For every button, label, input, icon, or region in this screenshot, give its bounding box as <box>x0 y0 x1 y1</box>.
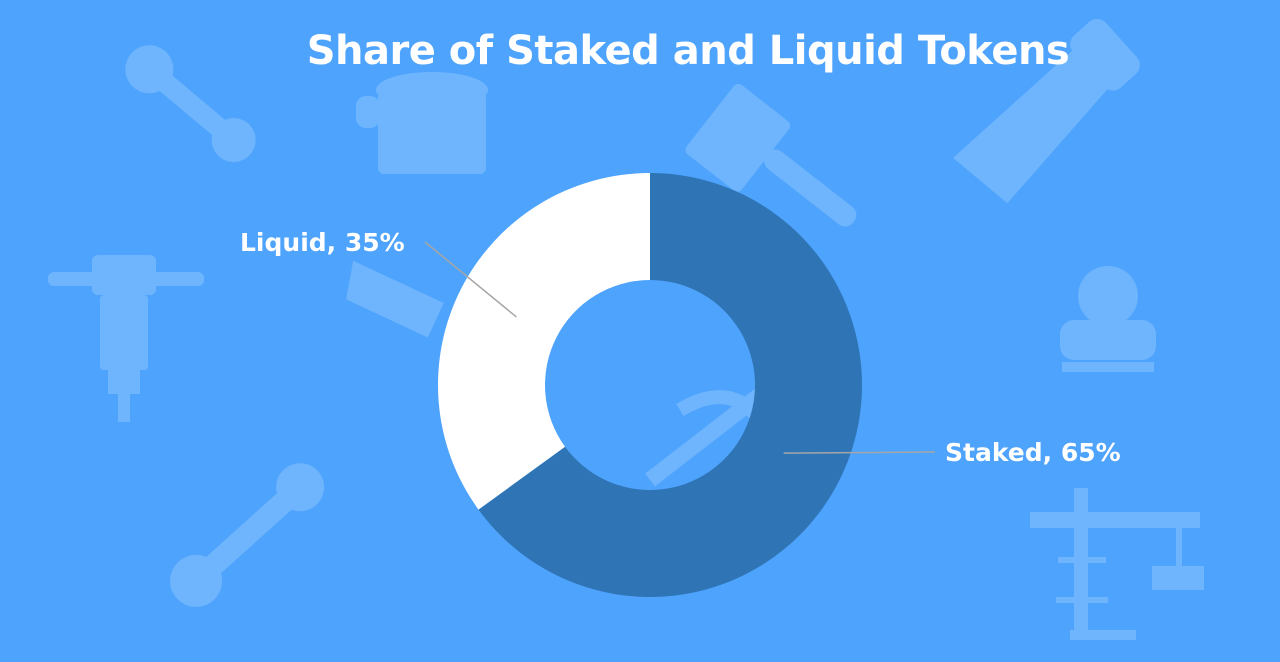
paint-bucket-icon <box>356 72 488 174</box>
crane-icon <box>1030 488 1204 640</box>
hand-saw-icon <box>346 260 444 338</box>
chart-title: Share of Staked and Liquid Tokens <box>306 28 1070 74</box>
slice-liquid <box>438 173 650 510</box>
slice-staked <box>478 173 862 597</box>
data-label-staked: Staked, 65% <box>945 438 1121 467</box>
saw-icon <box>953 18 1140 204</box>
jackhammer-icon <box>48 255 204 422</box>
wrench-icon <box>125 45 256 162</box>
leader-line-staked <box>783 451 936 454</box>
leader-line-liquid <box>424 241 517 318</box>
data-label-liquid: Liquid, 35% <box>240 228 405 257</box>
wrench-icon <box>170 463 325 607</box>
paintbrush-icon <box>685 83 857 227</box>
worker-icon <box>1060 266 1156 372</box>
